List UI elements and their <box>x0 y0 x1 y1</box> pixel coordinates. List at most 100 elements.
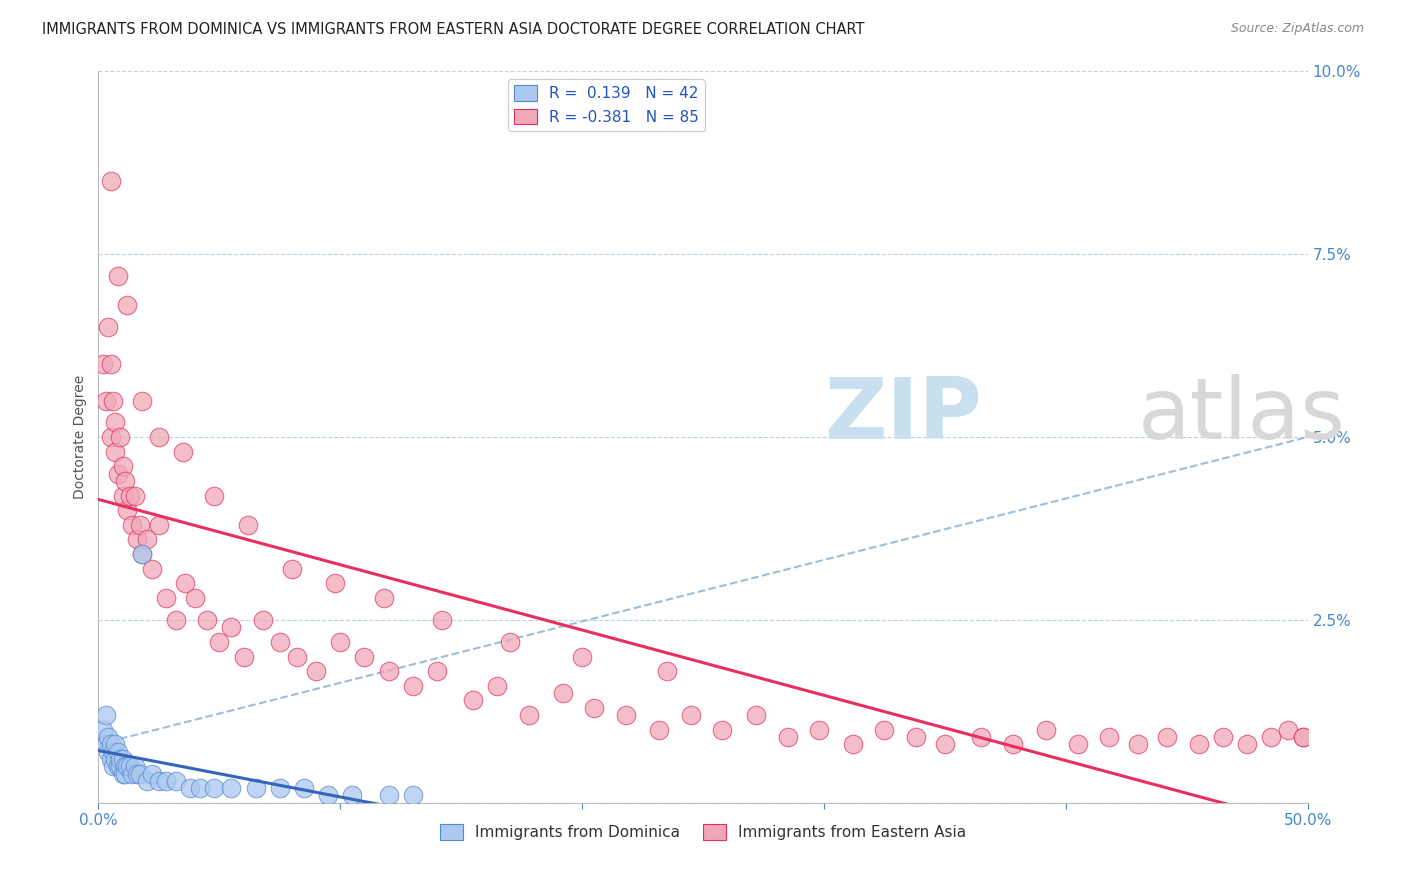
Point <box>238 517 260 532</box>
Point <box>1212 730 1234 744</box>
Point <box>463 693 485 707</box>
Point <box>100 737 122 751</box>
Point <box>91 357 114 371</box>
Point <box>174 576 197 591</box>
Point <box>377 789 399 803</box>
Point <box>111 459 134 474</box>
Point <box>128 766 150 780</box>
Point <box>325 576 347 591</box>
Point <box>934 737 956 751</box>
Point <box>111 766 134 780</box>
Point <box>101 759 124 773</box>
Point <box>373 591 395 605</box>
Point <box>100 357 122 371</box>
Point <box>402 789 425 803</box>
Point <box>117 503 139 517</box>
Point <box>648 723 671 737</box>
Point <box>1156 730 1178 744</box>
Point <box>342 789 364 803</box>
Point <box>808 723 831 737</box>
Point <box>195 613 218 627</box>
Point <box>1292 730 1315 744</box>
Point <box>232 649 254 664</box>
Point <box>104 416 127 430</box>
Text: Source: ZipAtlas.com: Source: ZipAtlas.com <box>1230 22 1364 36</box>
Point <box>1098 730 1121 744</box>
Point <box>776 730 799 744</box>
Point <box>107 467 129 481</box>
Point <box>583 700 606 714</box>
Point <box>104 444 127 458</box>
Point <box>1067 737 1090 751</box>
Point <box>155 591 177 605</box>
Point <box>117 759 139 773</box>
Point <box>204 781 226 796</box>
Point <box>124 759 146 773</box>
Point <box>97 745 120 759</box>
Point <box>426 664 449 678</box>
Point <box>108 759 131 773</box>
Point <box>121 517 143 532</box>
Point <box>269 635 291 649</box>
Point <box>155 773 177 788</box>
Point <box>1260 730 1282 744</box>
Point <box>111 752 134 766</box>
Point <box>127 766 149 780</box>
Point <box>118 759 141 773</box>
Point <box>91 723 114 737</box>
Point <box>551 686 574 700</box>
Point <box>94 737 117 751</box>
Point <box>165 773 187 788</box>
Point <box>745 708 768 723</box>
Point <box>184 591 207 605</box>
Point <box>117 298 139 312</box>
Point <box>100 174 122 188</box>
Point <box>101 393 124 408</box>
Point <box>179 781 201 796</box>
Point <box>571 649 593 664</box>
Point <box>1236 737 1258 751</box>
Point <box>100 752 122 766</box>
Point <box>127 533 149 547</box>
Text: atlas: atlas <box>1139 374 1347 457</box>
Point <box>148 430 170 444</box>
Point <box>114 766 136 780</box>
Point <box>873 723 896 737</box>
Point <box>97 320 120 334</box>
Point <box>188 781 211 796</box>
Point <box>94 393 117 408</box>
Point <box>517 708 540 723</box>
Point <box>108 752 131 766</box>
Point <box>101 745 124 759</box>
Point <box>245 781 267 796</box>
Point <box>353 649 375 664</box>
Text: IMMIGRANTS FROM DOMINICA VS IMMIGRANTS FROM EASTERN ASIA DOCTORATE DEGREE CORREL: IMMIGRANTS FROM DOMINICA VS IMMIGRANTS F… <box>42 22 865 37</box>
Point <box>329 635 352 649</box>
Point <box>1035 723 1057 737</box>
Point <box>1292 730 1315 744</box>
Point <box>131 547 153 561</box>
Point <box>172 444 194 458</box>
Point <box>104 752 127 766</box>
Point <box>208 635 231 649</box>
Text: ZIP: ZIP <box>824 374 981 457</box>
Point <box>148 773 170 788</box>
Point <box>377 664 399 678</box>
Point <box>107 745 129 759</box>
Point <box>292 781 315 796</box>
Point <box>141 766 163 780</box>
Point <box>128 517 150 532</box>
Point <box>114 474 136 488</box>
Point <box>252 613 274 627</box>
Point <box>94 708 117 723</box>
Point <box>285 649 308 664</box>
Point <box>107 269 129 284</box>
Point <box>281 562 304 576</box>
Point <box>269 781 291 796</box>
Point <box>1001 737 1024 751</box>
Point <box>316 789 339 803</box>
Point <box>108 430 131 444</box>
Point <box>1277 723 1299 737</box>
Y-axis label: Doctorate Degree: Doctorate Degree <box>73 375 87 500</box>
Point <box>124 489 146 503</box>
